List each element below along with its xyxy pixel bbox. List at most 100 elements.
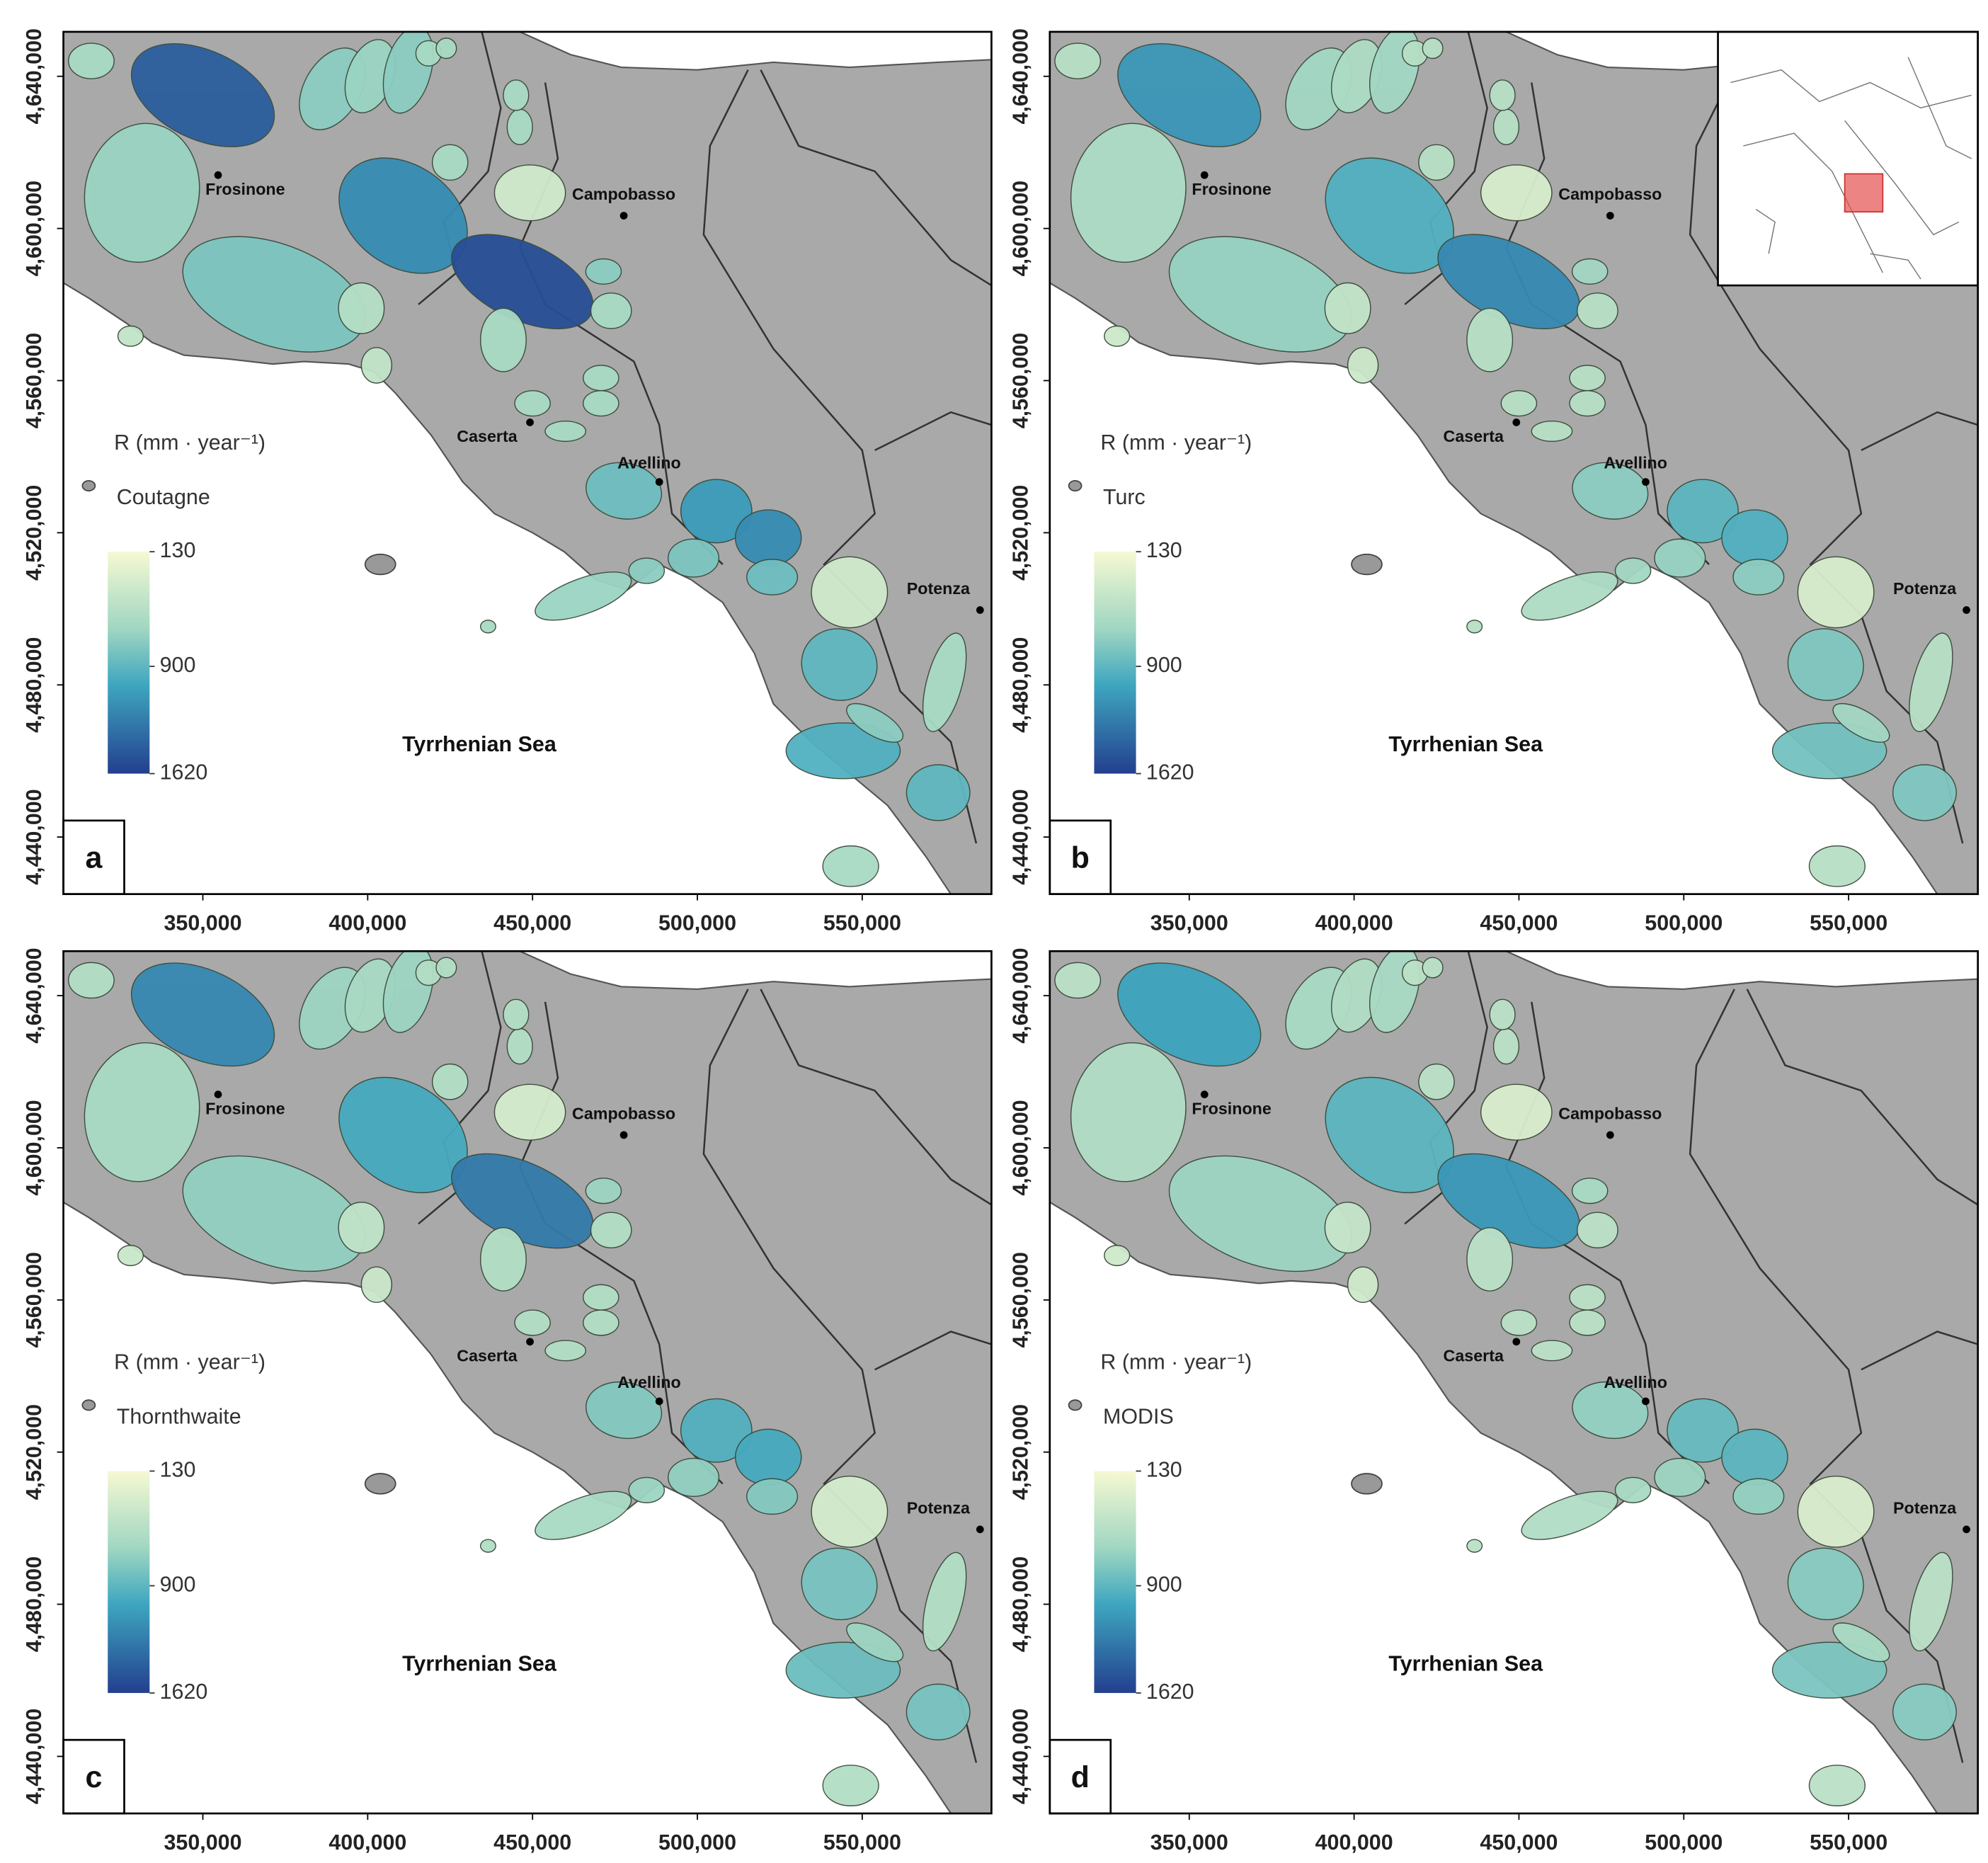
aquifer [1577, 292, 1618, 329]
aquifer [1667, 1398, 1739, 1463]
y-tick-label: 4,480,000 [1008, 1556, 1032, 1652]
y-tick-label: 4,560,000 [22, 333, 46, 428]
aquifer [922, 632, 967, 732]
city-dot [976, 606, 984, 614]
aquifer [1909, 632, 1953, 732]
inset-border [1755, 209, 1776, 254]
adriatic [519, 951, 992, 991]
map-panel: Frosinone Campobasso Caserta Avellino Potenz… [22, 947, 993, 1855]
aquifer [1654, 1457, 1706, 1498]
inset-border [1870, 253, 1921, 280]
boundary [702, 69, 978, 844]
aquifer [1347, 347, 1379, 384]
city-label: Frosinone [205, 180, 285, 198]
aquifer [1117, 962, 1262, 1067]
y-tick-label: 4,640,000 [1008, 28, 1032, 124]
aquifer [746, 559, 799, 596]
island [81, 1399, 96, 1411]
aquifer [1771, 1641, 1887, 1699]
x-tick-label: 450,000 [1480, 1830, 1558, 1855]
city-dot [1512, 1338, 1521, 1346]
aquifer [801, 628, 878, 701]
aquifer [680, 1398, 753, 1463]
city-label: Caserta [1444, 1346, 1504, 1365]
panel-letter: c [86, 1760, 103, 1794]
boundary [1861, 411, 1978, 452]
aquifer [431, 1063, 469, 1100]
aquifer [1492, 1027, 1520, 1065]
aquifer [1571, 258, 1609, 285]
colorbar-label: 1620 [1146, 760, 1194, 785]
x-tick-label: 500,000 [658, 1830, 736, 1855]
aquifer [480, 307, 527, 372]
y-tick-label: 4,520,000 [1008, 1404, 1032, 1500]
aquifer [585, 462, 663, 520]
inset-border [1844, 120, 1960, 236]
y-tick-label: 4,640,000 [1008, 947, 1032, 1043]
panel-letter: a [86, 841, 103, 875]
aquifer [1117, 43, 1262, 147]
aquifer [590, 1212, 632, 1249]
boundary [1404, 31, 1488, 305]
x-tick-label: 400,000 [1315, 1830, 1393, 1855]
colorbar-label: 130 [160, 1458, 196, 1482]
aquifer [1571, 1178, 1609, 1204]
city-label: Campobasso [1558, 185, 1662, 203]
y-tick-label: 4,560,000 [1008, 1252, 1032, 1348]
city-label: Frosinone [205, 1099, 285, 1117]
city-dot [214, 171, 222, 179]
city-dot [1606, 1131, 1614, 1139]
colorbar-label: 900 [1146, 1572, 1182, 1596]
aquifer [535, 571, 632, 621]
aquifer [1614, 557, 1652, 584]
aquifer [1808, 845, 1866, 887]
boundary [1746, 989, 1978, 1206]
x-tick-label: 400,000 [329, 911, 406, 935]
aquifer [668, 538, 720, 578]
sea-label: Tyrrhenian Sea [1388, 732, 1543, 756]
aquifer [544, 1340, 587, 1362]
legend-method: Turc [1103, 485, 1146, 509]
aquifer [535, 1491, 632, 1540]
island [1351, 1473, 1383, 1495]
aquifer [811, 556, 889, 629]
aquifer [67, 42, 115, 79]
city-dot [619, 1131, 628, 1139]
colorbar-label: 900 [160, 653, 196, 677]
inset-map [1717, 30, 1980, 287]
aquifer [746, 1478, 799, 1515]
aquifer [1466, 307, 1514, 372]
aquifer [1070, 1042, 1187, 1183]
legend-method: MODIS [1103, 1404, 1174, 1428]
colorbar [1094, 552, 1136, 774]
aquifer [338, 1202, 385, 1254]
island [364, 1473, 396, 1495]
aquifer [117, 325, 144, 347]
aquifer [514, 390, 551, 417]
aquifer [1832, 1622, 1890, 1663]
city-label: Campobasso [572, 1104, 675, 1122]
y-tick-label: 4,640,000 [22, 947, 46, 1043]
x-tick-label: 500,000 [1645, 1830, 1723, 1855]
aquifer [435, 38, 457, 59]
adriatic [1506, 951, 1978, 991]
city-label: Frosinone [1192, 180, 1272, 198]
aquifer [130, 962, 275, 1067]
aquifer [1480, 164, 1553, 222]
legend-method: Coutagne [117, 485, 210, 509]
city-dot [619, 212, 628, 220]
aquifer [906, 1683, 971, 1740]
aquifer [117, 1245, 144, 1267]
y-tick-label: 4,520,000 [1008, 485, 1032, 581]
city-label: Avellino [617, 1373, 681, 1391]
city-label: Avellino [617, 454, 681, 472]
boundary [1689, 989, 1964, 1763]
aquifer [1531, 420, 1573, 443]
city-label: Frosinone [1192, 1099, 1272, 1117]
colorbar [108, 552, 150, 774]
aquifer [1892, 1683, 1957, 1740]
panel-frame [1049, 950, 1980, 1815]
colorbar-label: 900 [1146, 653, 1182, 677]
aquifer [1054, 42, 1102, 79]
